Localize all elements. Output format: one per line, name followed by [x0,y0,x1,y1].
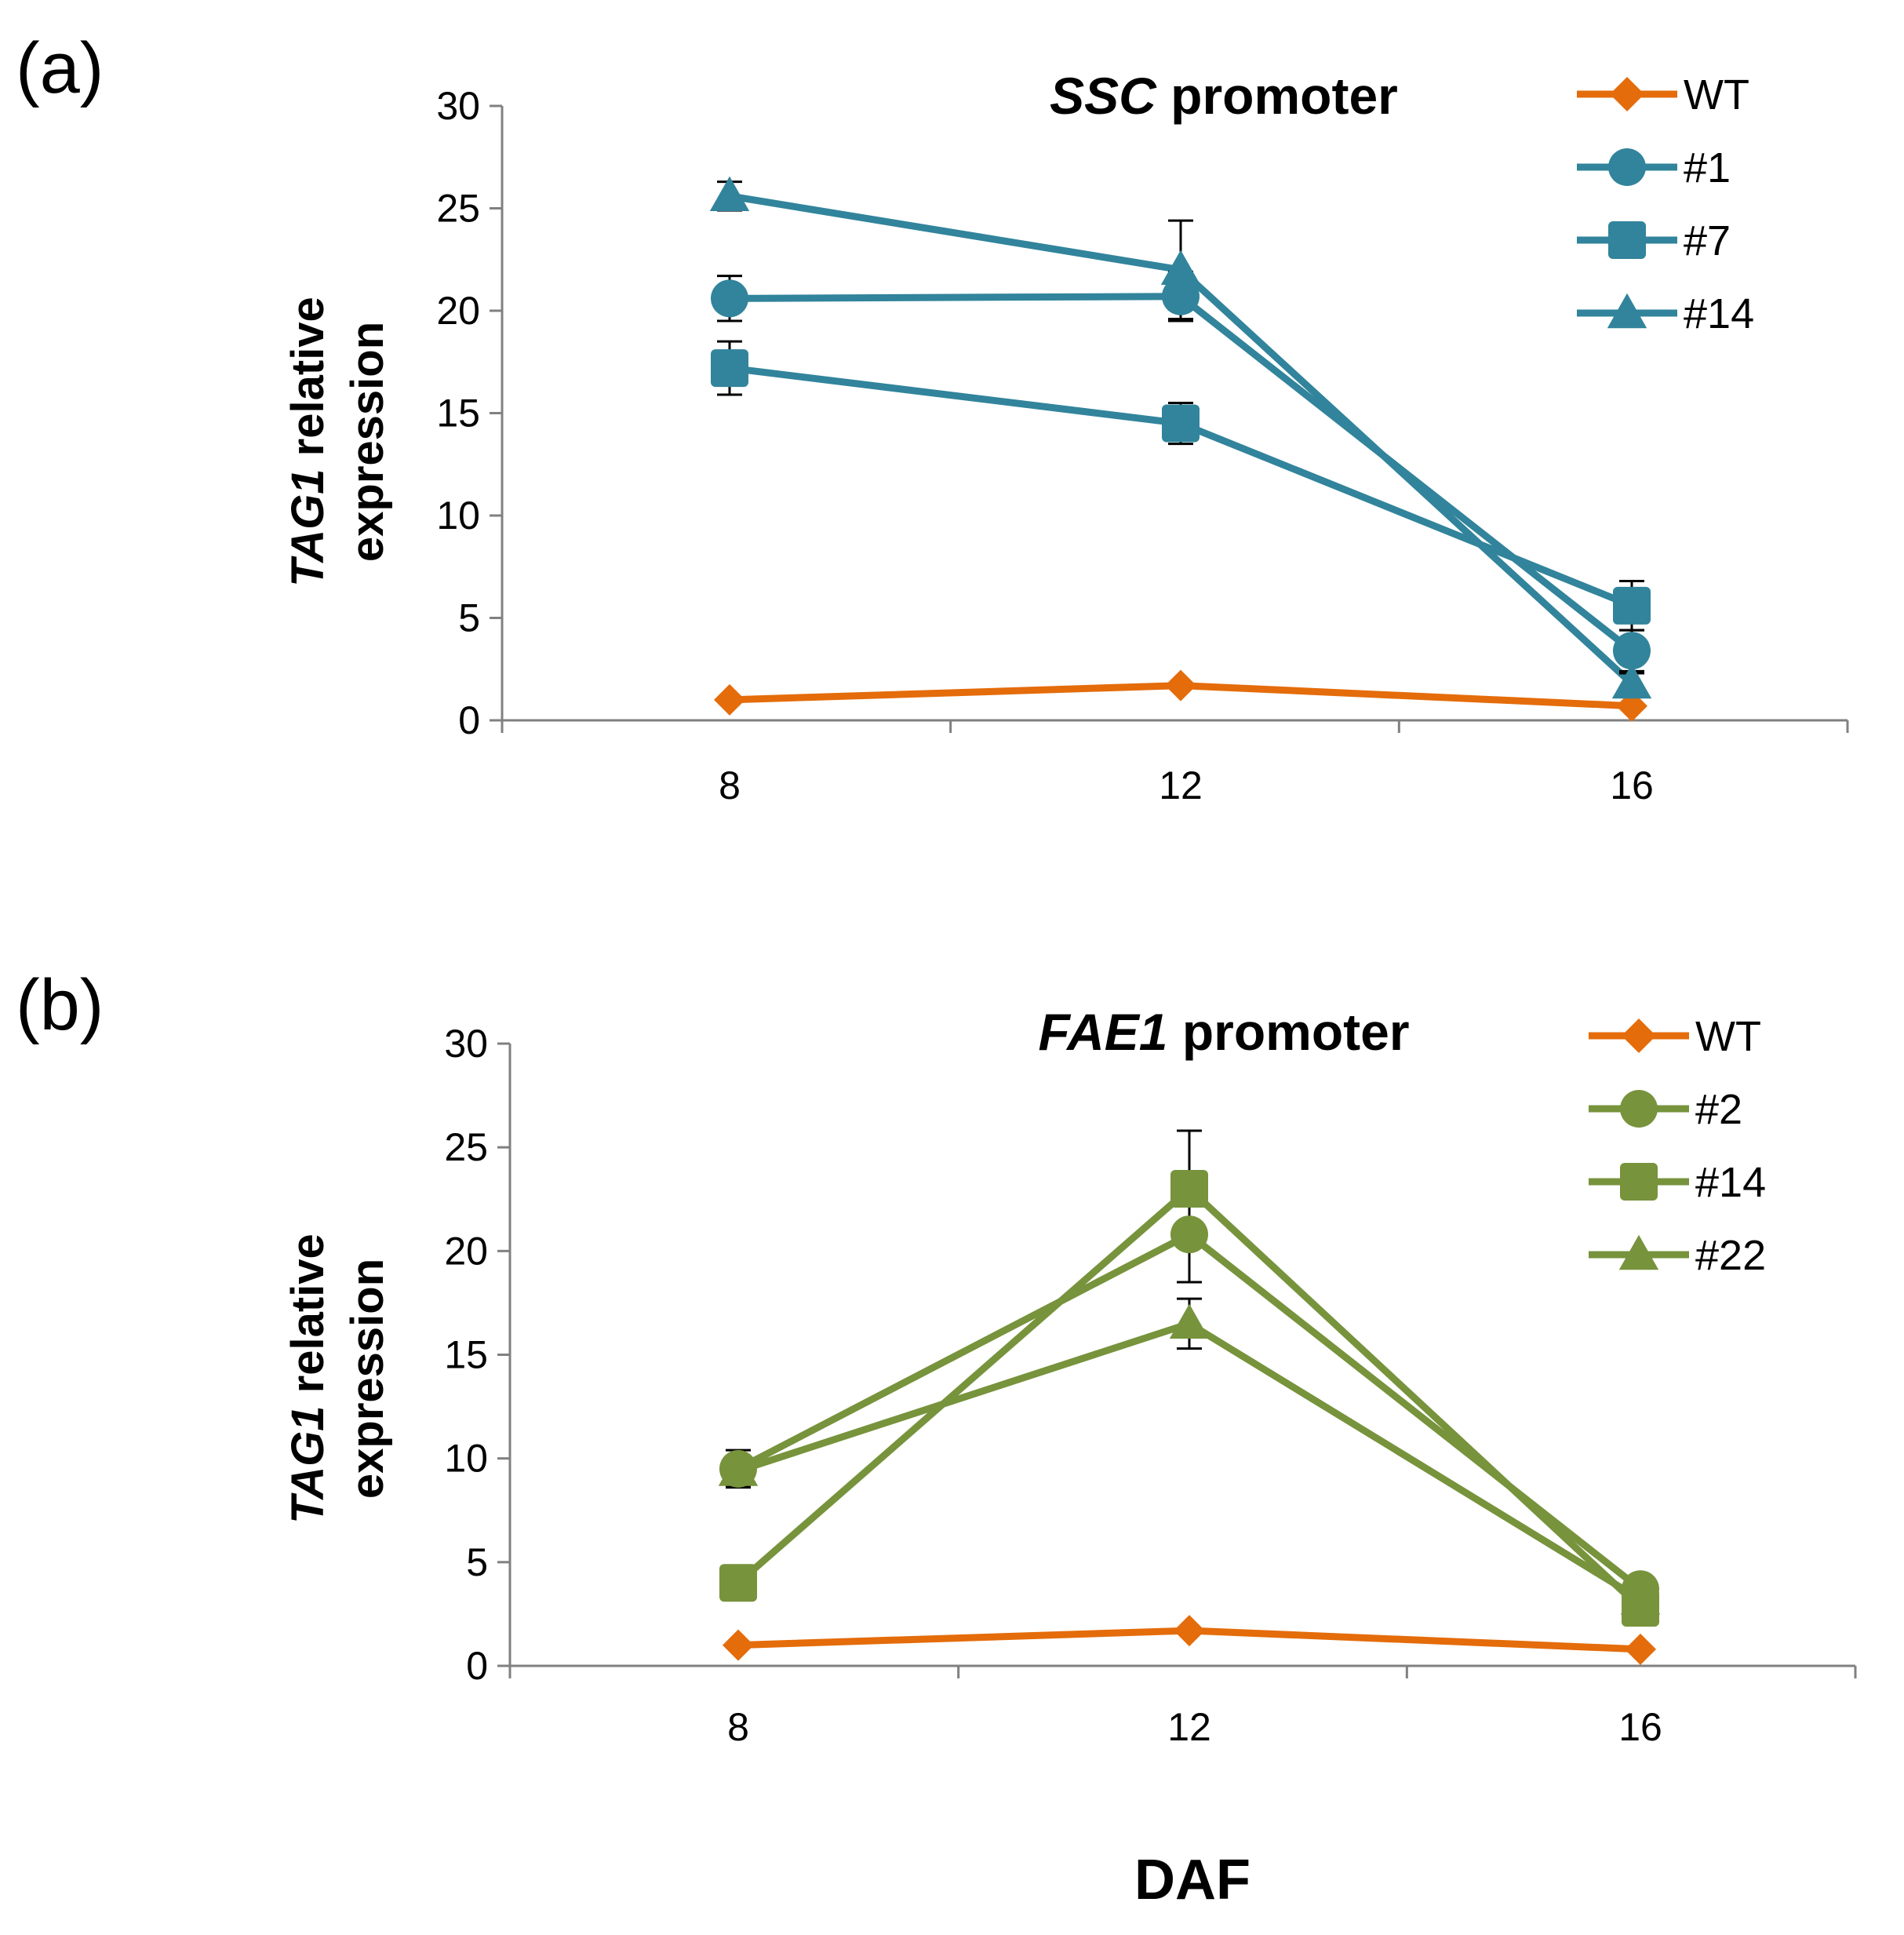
x-tick-label: 12 [1159,763,1203,807]
data-point [1620,1580,1661,1615]
data-point [1625,1633,1656,1665]
data-point [711,349,748,388]
y-tick-label: 30 [436,84,480,128]
legend-marker [1607,293,1647,329]
data-markers [709,176,1652,722]
y-tick-label: 10 [436,494,480,538]
y-tick-label: 0 [466,1644,488,1688]
data-point [1169,1303,1210,1339]
data-point [1162,404,1200,443]
y-tick-label: 20 [444,1229,488,1273]
legend-label: #2 [1695,1086,1742,1133]
y-tick-label: 0 [458,698,480,742]
y-axis-label-rest: relative [282,297,333,468]
legend: WT #1 #7 #14 [1577,71,1754,337]
x-tick-label: 16 [1610,763,1654,807]
tick-labels: 0 5 10 15 20 25 30 8 12 16 [444,1022,1662,1749]
legend-marker [1608,221,1646,259]
legend: WT #2 #14 #22 [1589,1013,1766,1279]
legend-label: #22 [1695,1232,1766,1279]
legend-marker [1620,1090,1658,1128]
data-point [1174,1615,1205,1647]
y-tick-label: 5 [466,1540,488,1584]
y-axis-label-rest: relative [282,1234,333,1405]
y-tick-label: 10 [444,1437,488,1481]
data-point [1613,586,1651,625]
data-point [718,1451,759,1486]
chart-title-italic: SSC [1050,67,1157,125]
chart-title: SSC promoter [1050,67,1398,125]
data-point [709,176,750,212]
y-tick-label: 15 [444,1333,488,1377]
data-point [711,279,748,318]
series-line [736,1230,1643,1592]
x-tick-label: 12 [1167,1705,1211,1749]
panel-b: (b) FAE1 promoter TAG1 relative expressi… [16,965,1857,1749]
panel-label: (a) [16,28,104,108]
x-tick-label: 8 [727,1705,749,1749]
x-tick-label: 16 [1618,1705,1662,1749]
y-tick-label: 25 [436,187,480,231]
data-point [714,683,745,716]
x-tick-label: 8 [719,763,741,807]
y-tick-label: 5 [458,596,480,640]
legend-marker [1618,1234,1659,1270]
data-point [1160,250,1201,285]
y-axis-label-italic: TAG1 [282,468,333,586]
data-point [719,1564,757,1602]
data-point [1162,277,1200,315]
legend-marker [1608,148,1646,186]
panel-label: (b) [16,965,104,1045]
panel-a: (a) SSC promoter TAG1 relative expressio… [16,28,1849,807]
y-axis-label-italic: TAG1 [282,1405,333,1523]
data-point [1611,663,1652,699]
data-point [1613,632,1651,670]
y-tick-label: 20 [436,289,480,333]
legend-label: #14 [1684,290,1754,337]
y-axis-label-line2: expression [342,1259,393,1499]
chart-title: FAE1 promoter [1038,1003,1409,1061]
data-point [1165,669,1196,701]
y-axis-label: TAG1 relative [282,297,333,587]
data-point [1170,1215,1208,1254]
legend-label: #7 [1684,217,1731,264]
legend-marker [1620,1163,1658,1201]
y-tick-label: 30 [444,1022,488,1066]
chart-title-rest: promoter [1156,67,1398,125]
legend-label: #1 [1684,144,1731,191]
y-tick-label: 25 [444,1125,488,1169]
axes [497,1042,1857,1678]
tick-labels: 0 5 10 15 20 25 30 8 12 16 [436,84,1653,807]
legend-label: WT [1684,71,1749,118]
legend-marker [1610,77,1644,111]
legend-label: #14 [1695,1159,1766,1206]
chart-title-rest: promoter [1168,1003,1410,1061]
legend-label: WT [1695,1013,1761,1060]
data-point [723,1629,754,1661]
y-tick-label: 15 [436,392,480,435]
chart-title-italic: FAE1 [1038,1003,1167,1061]
series-line [729,293,1634,654]
axes [490,104,1849,733]
y-axis-label: TAG1 relative [282,1234,333,1524]
y-axis-label-line2: expression [342,322,393,562]
legend-marker [1622,1019,1656,1053]
data-markers [718,1170,1661,1665]
data-point [1170,1170,1208,1208]
x-axis-label: DAF [1134,1849,1251,1911]
